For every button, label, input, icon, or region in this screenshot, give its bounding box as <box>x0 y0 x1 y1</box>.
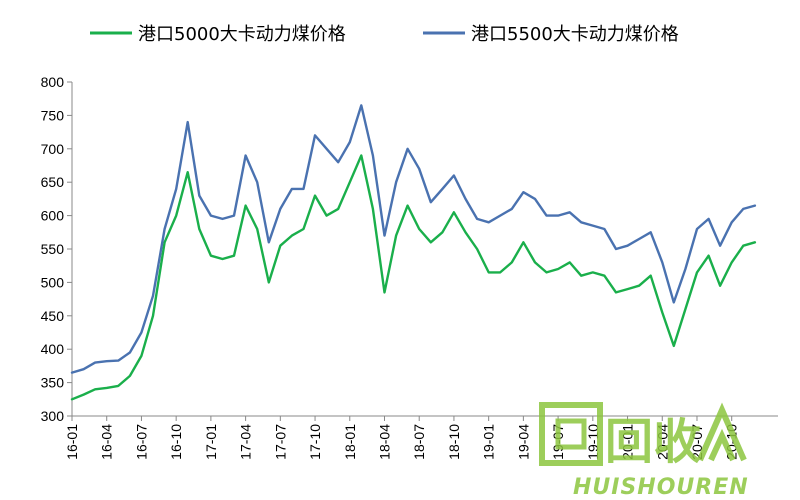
watermark-chinese: 回收 <box>605 414 701 470</box>
x-axis: 16-01 16-04 16-07 16-10 17-01 17-04 17-07 17-10… <box>64 415 778 460</box>
y-tick-label: 600 <box>41 208 65 224</box>
y-tick-label: 750 <box>41 107 65 123</box>
legend: 港口5000大卡动力煤价格 港口5500大卡动力煤价格 <box>90 24 679 45</box>
legend-label-1: 港口5000大卡动力煤价格 <box>138 24 346 45</box>
series-layer <box>70 104 757 401</box>
y-tick-label: 350 <box>41 375 65 391</box>
x-tick-label: 16-10 <box>168 424 184 460</box>
watermark-box-inner <box>555 418 587 450</box>
x-tick-label: 16-04 <box>99 424 115 460</box>
y-tick-label: 500 <box>41 274 65 290</box>
y-tick-label: 300 <box>41 408 65 424</box>
y-axis: 300 350 400 450 500 550 600 650 700 750 800 <box>41 74 73 424</box>
watermark: 回收 HUISHOUREN <box>539 402 749 500</box>
x-tick-label: 20-04 <box>654 424 670 460</box>
y-tick-label: 800 <box>41 74 65 90</box>
x-tick-label: 19-01 <box>481 424 497 460</box>
x-tick-label: 18-04 <box>376 424 392 460</box>
x-tick-label: 18-01 <box>342 424 358 460</box>
x-tick-label: 18-10 <box>446 424 462 460</box>
x-tick-label: 16-01 <box>64 424 80 460</box>
recycle-chevron-icon <box>697 402 747 462</box>
x-tick-label: 19-04 <box>515 424 531 460</box>
x-tick-label: 17-10 <box>307 424 323 460</box>
x-tick-label: 17-04 <box>238 424 254 460</box>
y-tick-label: 700 <box>41 141 65 157</box>
x-tick-label: 20-01 <box>620 424 636 460</box>
y-tick-label: 450 <box>41 308 65 324</box>
x-tick-label: 17-01 <box>203 424 219 460</box>
x-tick-label: 18-07 <box>411 424 427 460</box>
y-tick-label: 400 <box>41 341 65 357</box>
x-tick-label: 16-07 <box>133 424 149 460</box>
series-line-1 <box>70 154 757 401</box>
x-tick-label: 19-10 <box>585 424 601 460</box>
series-line-2 <box>70 104 757 374</box>
y-tick-label: 650 <box>41 174 65 190</box>
watermark-box-1 <box>539 402 603 466</box>
legend-label-2: 港口5500大卡动力煤价格 <box>471 24 679 45</box>
watermark-latin: HUISHOUREN <box>573 475 749 500</box>
x-tick-label: 17-07 <box>272 424 288 460</box>
y-tick-label: 550 <box>41 241 65 257</box>
